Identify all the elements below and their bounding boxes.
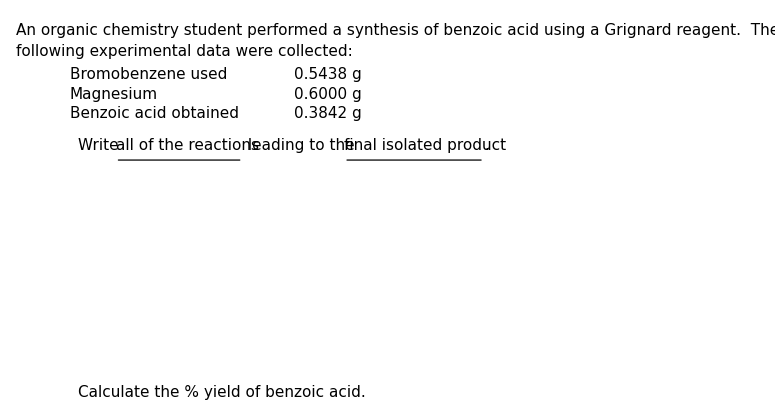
Text: Calculate the % yield of benzoic acid.: Calculate the % yield of benzoic acid. (78, 385, 365, 401)
Text: An organic chemistry student performed a synthesis of benzoic acid using a Grign: An organic chemistry student performed a… (16, 23, 775, 38)
Text: 0.3842 g: 0.3842 g (294, 106, 362, 122)
Text: .: . (484, 138, 489, 153)
Text: 0.5438 g: 0.5438 g (294, 67, 362, 82)
Text: following experimental data were collected:: following experimental data were collect… (16, 44, 353, 59)
Text: leading to the: leading to the (243, 138, 359, 153)
Text: Bromobenzene used: Bromobenzene used (70, 67, 227, 82)
Text: 0.6000 g: 0.6000 g (294, 87, 362, 102)
Text: Write: Write (78, 138, 123, 153)
Text: Magnesium: Magnesium (70, 87, 158, 102)
Text: all of the reactions: all of the reactions (115, 138, 259, 153)
Text: final isolated product: final isolated product (344, 138, 506, 153)
Text: Benzoic acid obtained: Benzoic acid obtained (70, 106, 239, 122)
